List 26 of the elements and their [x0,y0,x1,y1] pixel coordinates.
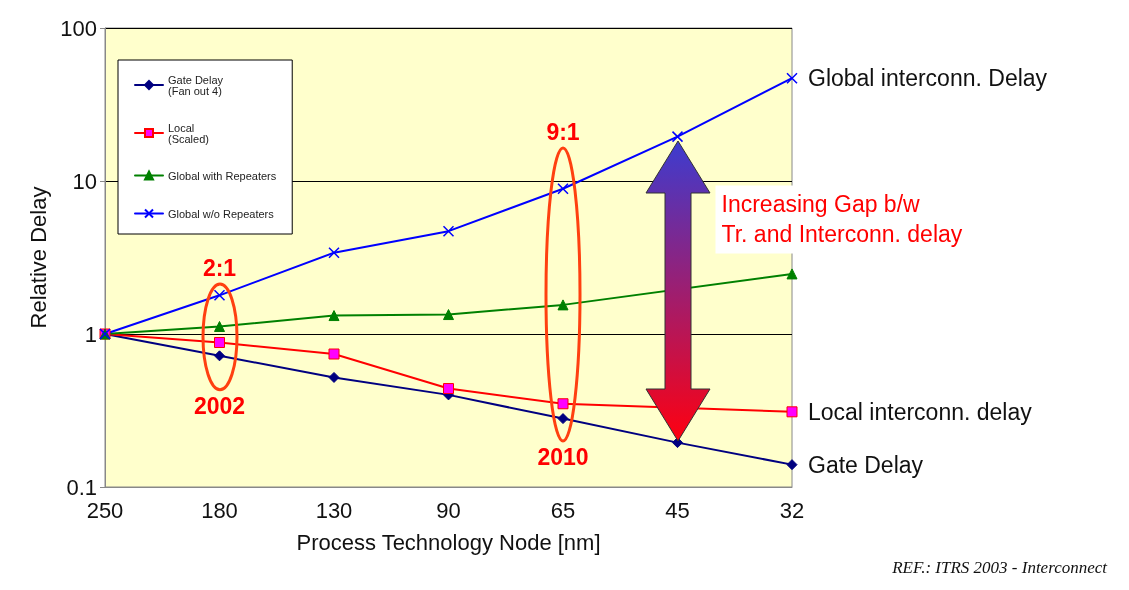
text: REF.: ITRS 2003 - Interconnect [891,558,1109,577]
x-tick-label: 32 [779,497,805,523]
x-axis-title: Process Technology Node [nm] [296,529,601,555]
x-tick-label: 65 [550,497,576,523]
x-tick-label: 130 [315,497,353,523]
x-tick-label: 180 [201,497,238,523]
y-axis-title: Relative Delay [25,186,51,329]
y-tick-label: 1 [84,321,97,347]
annotation: Local interconn. delay [808,398,1033,425]
x-tick-label: 250 [86,497,124,523]
annotation: 9:1 [546,119,580,146]
annotation: Gate Delay [808,451,924,478]
annotation: 2002 [193,392,246,419]
annotation: 2:1 [202,255,237,282]
legend-label: Global w/o Repeaters [168,207,275,220]
annotation: 2010 [537,444,589,471]
y-tick-label: 100 [60,15,97,41]
annotation: Global interconn. Delay [808,65,1048,92]
y-tick-label: 0.1 [66,474,97,500]
legend-label: Local (Scaled) [168,121,209,145]
legend-label: Global with Repeaters [168,169,277,182]
y-tick-label: 10 [72,168,97,194]
legend-label: Gate Delay (Fan out 4) [168,73,224,97]
x-tick-label: 90 [436,497,461,523]
x-tick-label: 45 [665,497,690,523]
annotation: Increasing Gap b/w Tr. and Interconn. delay [721,191,963,248]
